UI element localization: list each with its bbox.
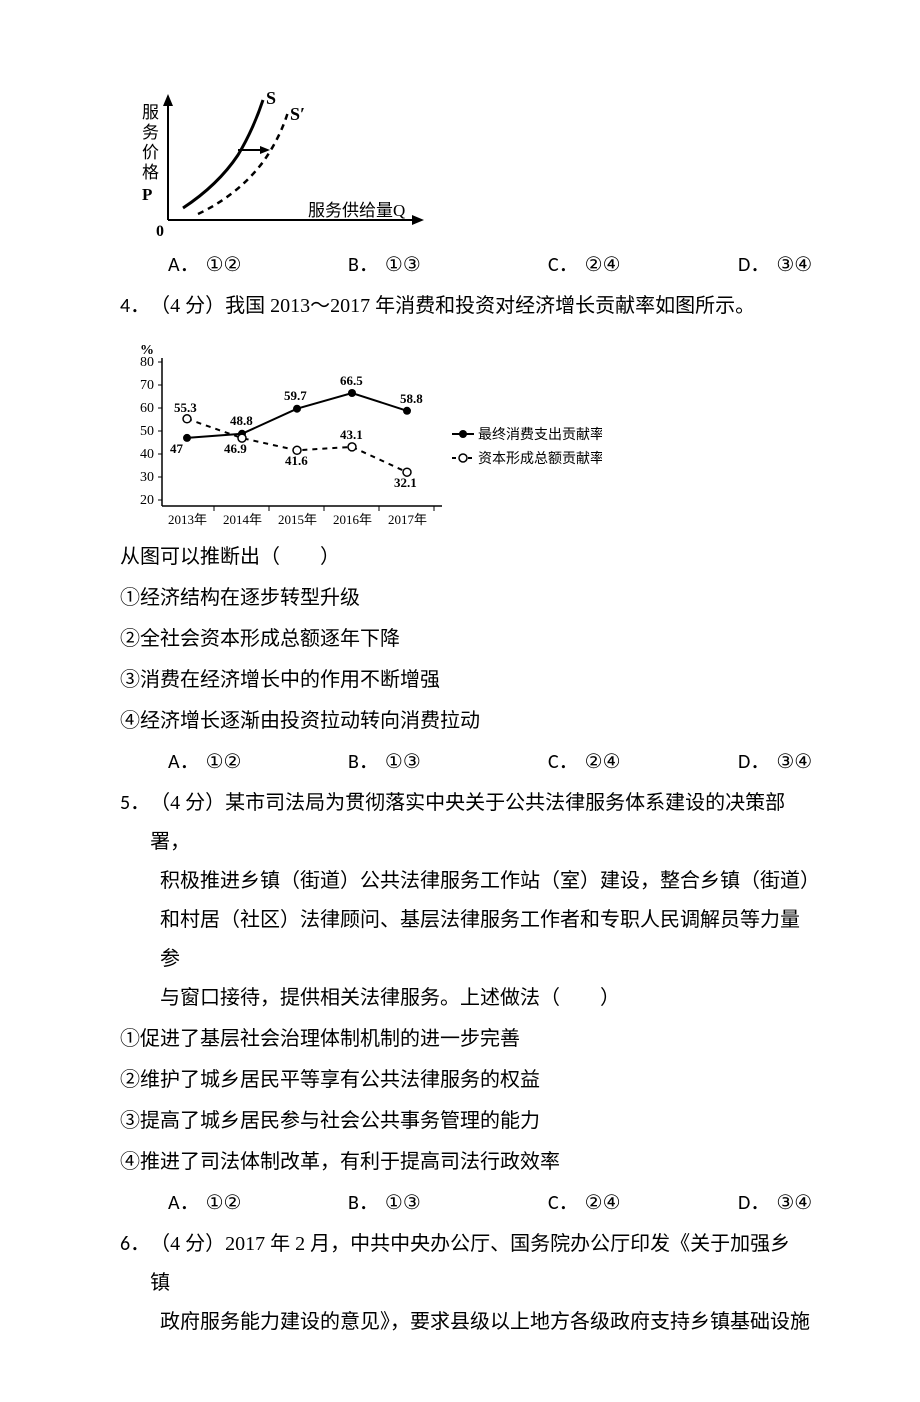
svg-text:47: 47	[170, 441, 184, 456]
q3-option-b[interactable]: B．①③	[348, 246, 548, 285]
q5-stmt-1: ①促进了基层社会治理体制机制的进一步完善	[120, 1020, 810, 1059]
q3-option-a-text: ①②	[206, 246, 242, 285]
q4-option-c-text: ②④	[585, 743, 621, 782]
q4-number: 4．	[120, 287, 150, 326]
svg-text:48.8: 48.8	[230, 413, 253, 428]
q4-stem-text: 我国 2013～2017 年消费和投资对经济增长贡献率如图所示。	[225, 295, 755, 317]
svg-text:58.8: 58.8	[400, 391, 423, 406]
q5-option-c-text: ②④	[585, 1184, 621, 1223]
q4-options: A．①② B．①③ C．②④ D．③④	[120, 743, 810, 782]
svg-text:服: 服	[142, 103, 159, 122]
svg-text:30: 30	[140, 470, 154, 485]
q5-option-c[interactable]: C．②④	[548, 1184, 738, 1223]
q3-option-d-text: ③④	[776, 246, 812, 285]
chart1-curve-s: S	[266, 90, 276, 108]
q4-option-a-text: ①②	[206, 743, 242, 782]
svg-text:55.3: 55.3	[174, 400, 197, 415]
svg-text:50: 50	[140, 424, 154, 439]
q5-stmt-3: ③提高了城乡居民参与社会公共事务管理的能力	[120, 1102, 810, 1141]
q4-stmt-3: ③消费在经济增长中的作用不断增强	[120, 661, 810, 700]
q4-xtick-3: 2015年	[278, 512, 317, 527]
q4-xtick-5: 2017年	[388, 512, 427, 527]
q6-points: （4 分）	[150, 1233, 225, 1255]
q5-number: 5．	[120, 784, 150, 862]
q4-option-b-text: ①③	[385, 743, 421, 782]
q4-points: （4 分）	[150, 295, 225, 317]
q6-stem-text-1: 2017 年 2 月，中共中央办公厅、国务院办公厅印发《关于加强乡镇	[150, 1233, 790, 1294]
q4-stmt-1: ①经济结构在逐步转型升级	[120, 579, 810, 618]
page-content: 服 务 价 格 P 0 服务供给量Q S S′ A．①② B．①③ C．②④ D…	[0, 0, 920, 1402]
q5-option-a-text: ①②	[206, 1184, 242, 1223]
q4-stem: 4． （4 分）我国 2013～2017 年消费和投资对经济增长贡献率如图所示。	[120, 287, 810, 326]
q3-option-c[interactable]: C．②④	[548, 246, 738, 285]
q3-option-d[interactable]: D．③④	[738, 246, 812, 285]
q4-legend2: 资本形成总额贡献率	[478, 450, 602, 467]
svg-text:41.6: 41.6	[285, 453, 308, 468]
q5-stem-line1: 5． （4 分）某市司法局为贯彻落实中央关于公共法律服务体系建设的决策部署，	[120, 784, 810, 862]
svg-text:价: 价	[142, 143, 159, 162]
q5-stem-text-1: 某市司法局为贯彻落实中央关于公共法律服务体系建设的决策部署，	[150, 792, 785, 853]
svg-text:70: 70	[140, 378, 154, 393]
q5-stmt-4: ④推进了司法体制改革，有利于提高司法行政效率	[120, 1143, 810, 1182]
q4-option-c[interactable]: C．②④	[548, 743, 738, 782]
supply-chart-svg: 服 务 价 格 P 0 服务供给量Q S S′	[128, 90, 448, 240]
q5-stem-line2: 积极推进乡镇（街道）公共法律服务工作站（室）建设，整合乡镇（街道）	[120, 862, 810, 901]
q3-option-a[interactable]: A．①②	[168, 246, 348, 285]
q5-option-a[interactable]: A．①②	[168, 1184, 348, 1223]
svg-text:60: 60	[140, 401, 154, 416]
q3-option-c-text: ②④	[585, 246, 621, 285]
q5-stem-line4: 与窗口接待，提供相关法律服务。上述做法（ ）	[120, 979, 810, 1018]
q6-number: 6．	[120, 1225, 150, 1303]
svg-text:80: 80	[140, 355, 154, 370]
q4-legend1: 最终消费支出贡献率	[478, 426, 602, 443]
q5-stem-line3: 和村居（社区）法律顾问、基层法律服务工作者和专职人民调解员等力量参	[120, 901, 810, 979]
svg-text:32.1: 32.1	[394, 475, 417, 490]
q5-stmt-2: ②维护了城乡居民平等享有公共法律服务的权益	[120, 1061, 810, 1100]
q5-option-b-text: ①③	[385, 1184, 421, 1223]
q3-options: A．①② B．①③ C．②④ D．③④	[120, 246, 810, 285]
q5-option-b[interactable]: B．①③	[348, 1184, 548, 1223]
svg-text:43.1: 43.1	[340, 427, 363, 442]
q6-stem-line2: 政府服务能力建设的意见》，要求县级以上地方各级政府支持乡镇基础设施	[120, 1303, 810, 1342]
svg-text:格: 格	[142, 163, 159, 182]
chart1-xlabel: 服务供给量Q	[308, 201, 405, 220]
q6-stem-line1: 6． （4 分）2017 年 2 月，中共中央办公厅、国务院办公厅印发《关于加强…	[120, 1225, 810, 1303]
q4-line-chart: % 80 70 60 50 40 30 20 2013年 2014年	[122, 336, 810, 534]
chart1-origin: 0	[156, 223, 164, 240]
q4-xtick-2: 2014年	[223, 512, 262, 527]
q5-option-d[interactable]: D．③④	[738, 1184, 812, 1223]
q5-option-d-text: ③④	[776, 1184, 812, 1223]
svg-text:P: P	[142, 185, 152, 204]
q4-stmt-4: ④经济增长逐渐由投资拉动转向消费拉动	[120, 702, 810, 741]
q4-option-b[interactable]: B．①③	[348, 743, 548, 782]
svg-text:务: 务	[142, 123, 159, 142]
q4-option-d-text: ③④	[776, 743, 812, 782]
q3-supply-chart: 服 务 价 格 P 0 服务供给量Q S S′	[128, 90, 810, 240]
q4-xtick-4: 2016年	[333, 512, 372, 527]
q4-stmt-2: ②全社会资本形成总额逐年下降	[120, 620, 810, 659]
svg-text:40: 40	[140, 447, 154, 462]
svg-text:46.9: 46.9	[224, 441, 247, 456]
q4-option-a[interactable]: A．①②	[168, 743, 348, 782]
q3-option-b-text: ①③	[385, 246, 421, 285]
q4-pre-infer: 从图可以推断出（ ）	[120, 538, 810, 577]
svg-text:20: 20	[140, 493, 154, 508]
q5-points: （4 分）	[150, 792, 225, 814]
q4-xtick-1: 2013年	[168, 512, 207, 527]
svg-text:66.5: 66.5	[340, 373, 363, 388]
chart1-curve-sprime: S′	[290, 104, 305, 124]
q4-option-d[interactable]: D．③④	[738, 743, 812, 782]
q5-options: A．①② B．①③ C．②④ D．③④	[120, 1184, 810, 1223]
svg-text:59.7: 59.7	[284, 388, 307, 403]
